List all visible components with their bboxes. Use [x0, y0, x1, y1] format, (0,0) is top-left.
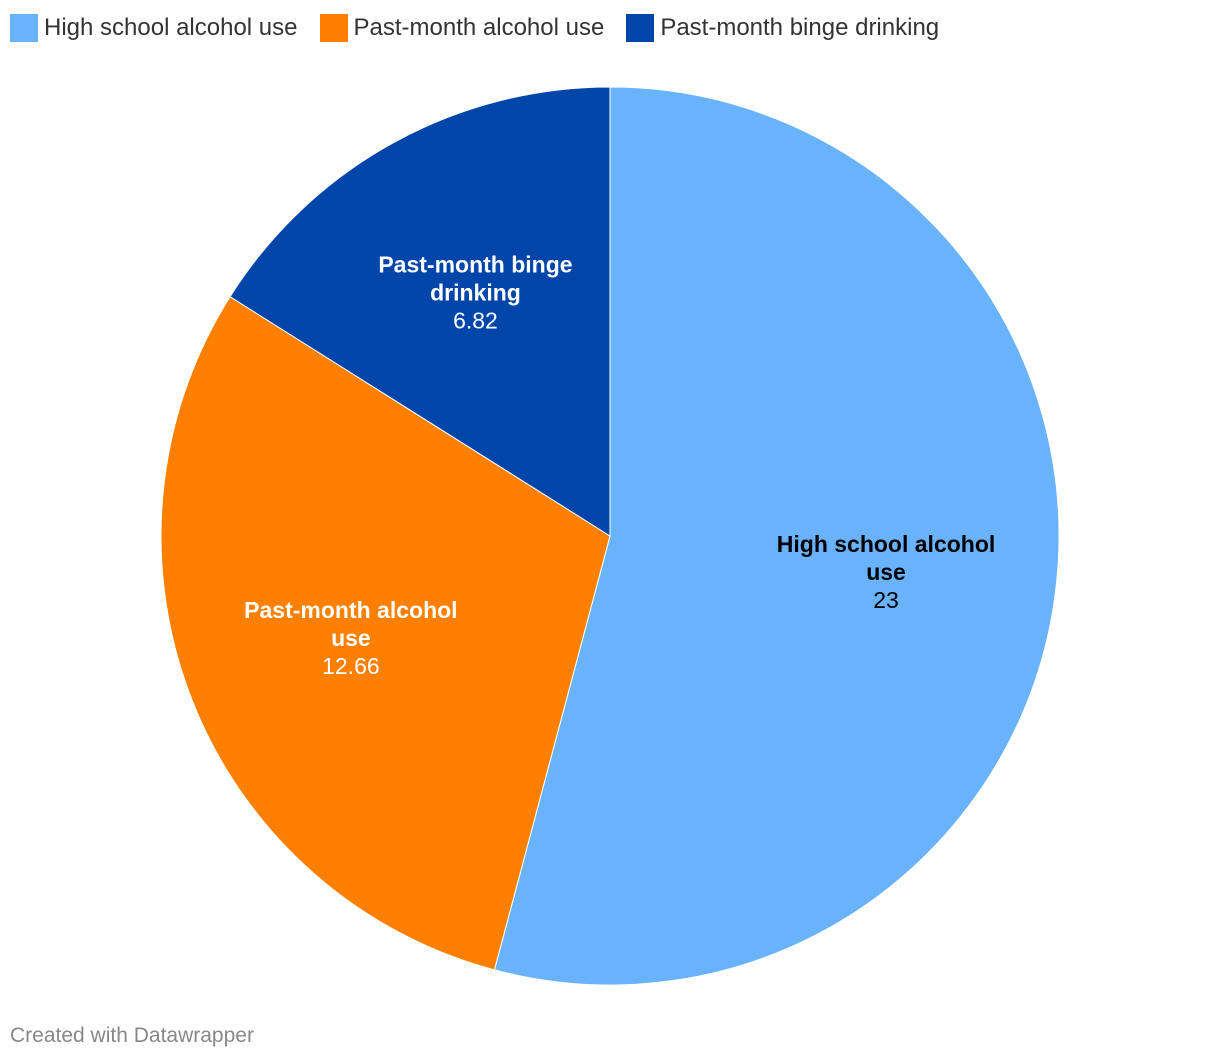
legend-label: Past-month binge drinking: [660, 14, 940, 41]
slice-name-label: use: [331, 625, 371, 651]
legend-swatch: [626, 14, 655, 42]
slice-name-label: Past-month binge: [378, 251, 572, 277]
slice-name-label: High school alcohol: [777, 531, 996, 557]
legend-swatch: [10, 14, 38, 42]
credit-footer: Created with Datawrapper: [10, 1024, 254, 1047]
legend: High school alcohol use Past-month alcoh…: [10, 12, 939, 44]
legend-item-high-school-alcohol-use: High school alcohol use: [10, 14, 298, 42]
legend-label: High school alcohol use: [44, 14, 298, 41]
pie-slice-past-month-binge-drinking: [229, 86, 611, 537]
slice-name-label: Past-month alcohol: [244, 597, 457, 623]
slice-name-label: drinking: [430, 279, 521, 305]
legend-item-past-month-binge-drinking: Past-month binge drinking: [626, 14, 939, 42]
slice-value-label: 12.66: [322, 653, 380, 679]
slice-value-label: 6.82: [453, 307, 498, 333]
pie-slice-high-school-alcohol-use: [493, 86, 1060, 986]
slice-value-label: 23: [873, 587, 899, 613]
slice-name-label: use: [866, 559, 906, 585]
pie-slice-past-month-alcohol-use: [160, 296, 611, 971]
legend-swatch: [319, 14, 348, 42]
legend-label: Past-month alcohol use: [353, 14, 605, 41]
legend-item-past-month-alcohol-use: Past-month alcohol use: [319, 14, 605, 42]
